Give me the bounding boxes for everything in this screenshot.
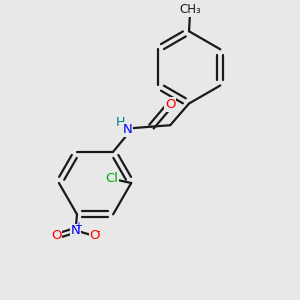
- Text: O: O: [89, 229, 100, 242]
- Text: -: -: [97, 226, 101, 236]
- Text: Cl: Cl: [105, 172, 118, 185]
- Text: H: H: [116, 116, 125, 129]
- Text: N: N: [123, 123, 132, 136]
- Text: +: +: [74, 220, 83, 231]
- Text: O: O: [51, 229, 62, 242]
- Text: O: O: [165, 98, 175, 111]
- Text: N: N: [71, 224, 80, 237]
- Text: CH₃: CH₃: [179, 3, 201, 16]
